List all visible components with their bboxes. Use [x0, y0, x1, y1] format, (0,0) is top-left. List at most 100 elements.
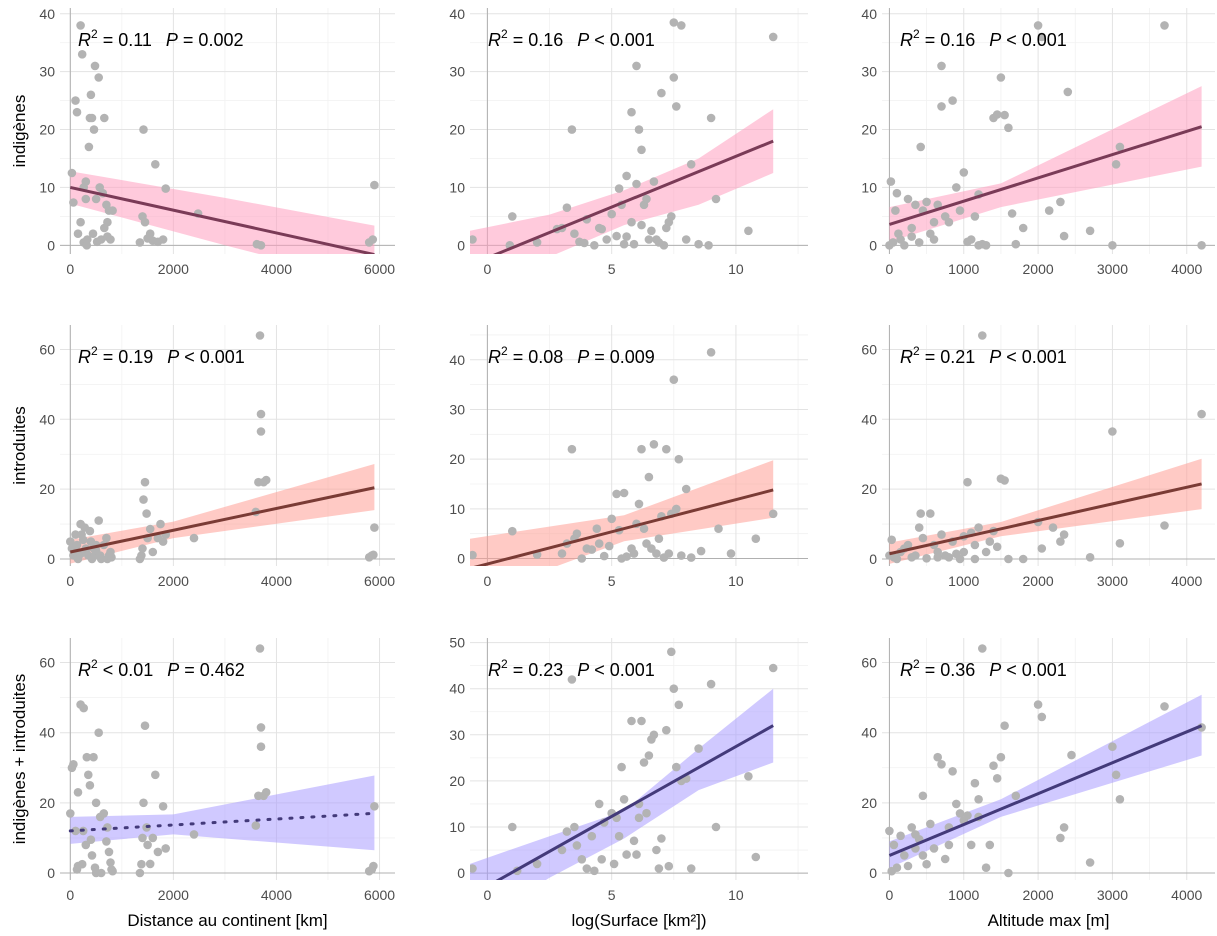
data-point — [677, 551, 686, 560]
data-point — [634, 813, 644, 823]
data-point — [918, 533, 928, 543]
data-point — [944, 217, 954, 227]
r2-symbol: R — [488, 30, 501, 50]
panel-plot-area — [66, 644, 379, 878]
data-point — [926, 819, 935, 829]
data-point — [929, 217, 939, 227]
r2-value: = 0.16 — [920, 30, 976, 50]
data-point — [959, 547, 969, 557]
confidence-band — [70, 775, 375, 851]
data-point — [674, 454, 684, 464]
data-point — [989, 761, 998, 770]
data-point — [937, 530, 946, 539]
data-point — [140, 477, 150, 487]
data-point — [669, 684, 679, 693]
data-point — [1108, 427, 1117, 436]
x-tick-label: 2000 — [158, 887, 189, 903]
data-point — [607, 514, 616, 524]
data-point — [922, 859, 931, 869]
data-point — [590, 866, 599, 876]
panel-2-2: 0 1000 2000 3000 4000 0 20 40 60 R2 = 0.36 P < 0.0… — [861, 638, 1215, 903]
data-point — [79, 703, 88, 713]
data-point — [974, 241, 983, 250]
r2-symbol: R — [78, 347, 91, 367]
data-point — [256, 742, 266, 751]
r2-superscript: 2 — [913, 344, 920, 358]
data-point — [92, 237, 102, 247]
data-point — [580, 238, 589, 248]
p-value: < 0.001 — [1001, 347, 1067, 367]
data-point — [255, 331, 265, 340]
data-point — [1059, 530, 1069, 539]
data-point — [1160, 702, 1169, 711]
data-point — [1111, 160, 1121, 169]
data-point — [587, 831, 597, 841]
data-point — [89, 752, 98, 762]
data-point — [153, 847, 163, 857]
y-tick-label: 10 — [39, 179, 55, 195]
data-point — [71, 96, 80, 105]
data-point — [681, 235, 691, 244]
data-point — [654, 534, 664, 543]
data-point — [89, 125, 99, 134]
data-point — [1037, 32, 1047, 42]
x-axis-title: Altitude max [m] — [988, 911, 1110, 930]
data-point — [642, 194, 651, 204]
data-point — [255, 644, 265, 653]
y-tick-label: 0 — [869, 865, 877, 881]
data-point — [140, 217, 150, 227]
data-point — [189, 533, 199, 543]
r2-symbol: R — [488, 660, 501, 680]
data-point — [562, 827, 572, 836]
data-point — [978, 644, 987, 653]
data-point — [1000, 476, 1009, 485]
panel-0-1: 0 5 10 0 10 20 30 40 R2 = 0.16 P < 0.001 — [449, 6, 808, 277]
y-tick-label: 20 — [861, 481, 877, 497]
x-tick-label: 0 — [886, 261, 894, 277]
data-point — [892, 188, 902, 198]
panel-plot-area — [885, 644, 1206, 878]
data-point — [102, 533, 111, 543]
data-point — [1056, 833, 1065, 843]
data-point — [914, 238, 924, 247]
data-point — [148, 547, 158, 557]
data-point — [572, 841, 582, 850]
stat-annotation: R2 < 0.01 P = 0.462 — [78, 657, 245, 680]
data-point — [1108, 241, 1117, 250]
data-point — [664, 217, 674, 227]
data-point — [72, 540, 82, 550]
x-tick-label: 10 — [728, 573, 744, 589]
y-tick-label: 40 — [39, 725, 55, 741]
regression-line — [888, 125, 1203, 226]
p-value: < 0.001 — [1001, 660, 1067, 680]
y-tick-label: 30 — [449, 401, 465, 417]
y-tick-label: 0 — [457, 865, 465, 881]
data-point — [562, 203, 572, 212]
data-point — [992, 110, 1002, 119]
data-point — [106, 858, 115, 867]
data-point — [592, 524, 602, 533]
data-point — [73, 229, 83, 238]
data-point — [1059, 231, 1069, 241]
y-tick-label: 40 — [449, 681, 465, 697]
data-point — [137, 551, 146, 560]
data-point — [892, 554, 902, 564]
data-point — [139, 495, 148, 504]
data-point — [952, 799, 961, 809]
data-point — [1115, 539, 1125, 548]
r2-value: = 0.23 — [508, 660, 564, 680]
data-point — [948, 96, 957, 105]
y-tick-label: 0 — [869, 551, 877, 567]
y-tick-label: 20 — [861, 795, 877, 811]
data-point — [911, 200, 920, 210]
data-point — [694, 239, 703, 249]
data-point — [914, 523, 924, 532]
r2-value: < 0.01 — [98, 660, 154, 680]
data-point — [71, 826, 80, 836]
data-point — [614, 184, 624, 193]
data-point — [1115, 142, 1125, 152]
data-point — [970, 778, 980, 788]
y-tick-label: 40 — [861, 725, 877, 741]
r2-superscript: 2 — [91, 27, 98, 41]
data-point — [85, 526, 95, 536]
